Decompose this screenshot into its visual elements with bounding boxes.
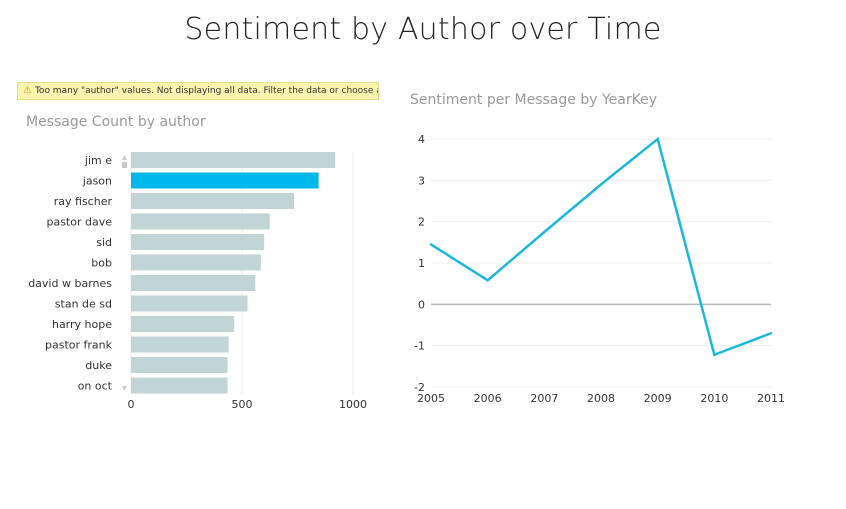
bar-harry-hope[interactable] xyxy=(131,316,235,332)
x-tick-label: 2008 xyxy=(587,392,615,405)
bar-david-w-barnes[interactable] xyxy=(131,275,256,291)
category-label: pastor dave xyxy=(46,216,112,229)
y-tick-label: 1 xyxy=(418,257,425,270)
x-tick-label: 2010 xyxy=(700,392,728,405)
page-title: Sentiment by Author over Time xyxy=(184,12,662,47)
scrollbar-thumb xyxy=(122,162,127,168)
category-label: jim e xyxy=(84,154,112,167)
bar-sid[interactable] xyxy=(131,234,265,250)
bar-on-oct[interactable] xyxy=(131,377,228,394)
bar-jason[interactable] xyxy=(131,172,319,189)
bar-chart-title: Message Count by author xyxy=(26,114,206,130)
scroll-down-icon xyxy=(122,386,127,391)
x-tick-label: 2005 xyxy=(417,392,445,405)
bar-ray-fischer[interactable] xyxy=(131,193,295,209)
y-tick-label: 4 xyxy=(418,133,425,146)
category-label: david w barnes xyxy=(28,277,112,290)
bar-bob[interactable] xyxy=(131,254,261,271)
category-label: sid xyxy=(96,236,112,249)
data-point xyxy=(486,279,489,282)
bar-jim-e[interactable] xyxy=(131,152,336,168)
category-label: pastor frank xyxy=(45,339,113,352)
y-tick-label: -1 xyxy=(414,340,425,353)
warning-bar[interactable]: ⚠ Too many "author" values. Not displayin… xyxy=(17,82,379,100)
bar-duke[interactable] xyxy=(131,357,228,373)
category-label: on oct xyxy=(78,380,113,393)
line-chart-title: Sentiment per Message by YearKey xyxy=(410,92,657,108)
x-tick-label: 2011 xyxy=(757,392,785,405)
category-label: harry hope xyxy=(52,318,112,331)
y-tick-label: 2 xyxy=(418,216,425,229)
y-tick-label: 3 xyxy=(418,174,425,187)
category-label: bob xyxy=(91,257,112,270)
x-tick-label: 2006 xyxy=(474,392,502,405)
x-tick-label: 500 xyxy=(232,398,253,411)
bar-pastor-dave[interactable] xyxy=(131,213,270,230)
data-point xyxy=(769,332,773,335)
data-point xyxy=(599,183,603,186)
category-label: duke xyxy=(85,359,112,372)
x-tick-label: 2009 xyxy=(644,392,672,405)
x-tick-label: 1000 xyxy=(339,398,367,411)
data-point xyxy=(713,353,716,356)
data-point xyxy=(656,137,659,141)
category-label: ray fischer xyxy=(54,195,113,208)
category-label: jason xyxy=(82,175,112,188)
warning-text: Too many "author" values. Not displaying… xyxy=(34,86,379,96)
data-point xyxy=(429,243,433,246)
series-line[interactable] xyxy=(430,136,772,357)
data-point xyxy=(543,230,546,234)
y-tick-label: -2 xyxy=(414,381,425,394)
x-tick-label: 2007 xyxy=(530,392,558,405)
warning-icon: ⚠ xyxy=(23,85,32,96)
bar-stan-de-sd[interactable] xyxy=(131,295,248,312)
scroll-up-icon xyxy=(122,155,127,160)
category-label: stan de sd xyxy=(55,298,112,311)
y-tick-label: 0 xyxy=(418,298,425,311)
x-tick-label: 0 xyxy=(128,398,135,411)
bar-pastor-frank[interactable] xyxy=(131,336,229,353)
